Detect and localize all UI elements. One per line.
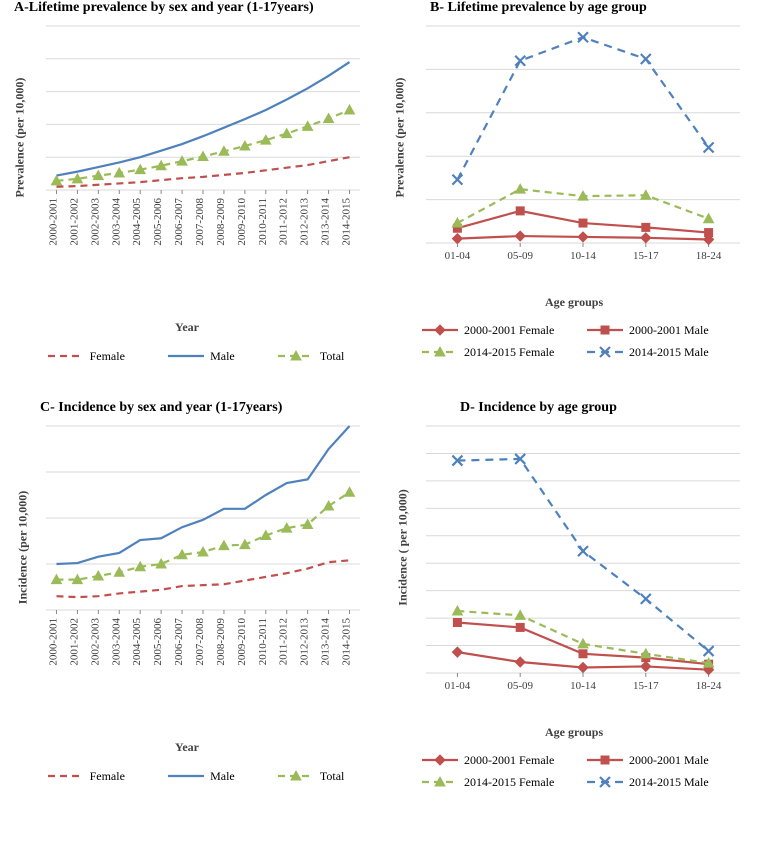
svg-text:2001-2002: 2001-2002 — [68, 618, 80, 666]
legend-item: 2000-2001 Male — [585, 322, 709, 338]
svg-text:2006-2007: 2006-2007 — [173, 198, 185, 246]
svg-text:2002-2003: 2002-2003 — [89, 198, 101, 246]
svg-text:2014-2015: 2014-2015 — [341, 198, 353, 246]
svg-text:2011-2012: 2011-2012 — [278, 198, 290, 245]
svg-text:05-09: 05-09 — [507, 250, 533, 262]
panel-a-title: A-Lifetime prevalence by sex and year (1… — [14, 0, 314, 16]
legend-item: Female — [46, 348, 125, 364]
svg-text:15-17: 15-17 — [633, 680, 659, 692]
svg-text:18-24: 18-24 — [696, 250, 722, 262]
panel-a-ylabel: Prevalence (per 10,000) — [13, 68, 28, 208]
legend-item: Male — [166, 768, 235, 784]
panel-c: C- Incidence by sex and year (1-17years)… — [0, 400, 380, 840]
svg-text:2013-2014: 2013-2014 — [320, 618, 332, 666]
panel-b-legend: 2000-2001 Female 2000-2001 Male 2014-2015 … — [420, 322, 750, 360]
legend-item: 2014-2015 Male — [585, 344, 709, 360]
panel-b: B- Lifetime prevalence by age group Prev… — [380, 0, 760, 400]
panel-c-legend: Female Male Total — [30, 768, 370, 784]
panel-c-ylabel: Incidence (per 10,000) — [16, 473, 31, 623]
legend-item: Male — [166, 348, 235, 364]
legend-item: Female — [46, 768, 125, 784]
legend-item: Total — [276, 768, 345, 784]
svg-text:2007-2008: 2007-2008 — [194, 618, 206, 666]
panel-d: D- Incidence by age group Incidence ( pe… — [380, 400, 760, 840]
svg-text:2008-2009: 2008-2009 — [215, 198, 227, 246]
panel-c-xlabel: Year — [175, 740, 199, 755]
legend-item: 2014-2015 Female — [420, 344, 554, 360]
legend-item: Total — [276, 348, 345, 364]
svg-text:2011-2012: 2011-2012 — [278, 618, 290, 665]
panel-b-ylabel: Prevalence (per 10,000) — [393, 68, 408, 208]
panel-a-legend: Female Male Total — [30, 348, 370, 364]
svg-text:18-24: 18-24 — [696, 680, 722, 692]
svg-text:2009-2010: 2009-2010 — [236, 198, 248, 246]
svg-text:2005-2006: 2005-2006 — [152, 198, 164, 246]
panel-c-title: C- Incidence by sex and year (1-17years) — [40, 400, 282, 416]
svg-text:2010-2011: 2010-2011 — [257, 618, 269, 665]
svg-text:2001-2002: 2001-2002 — [68, 198, 80, 246]
svg-text:15-17: 15-17 — [633, 250, 659, 262]
panel-d-ylabel: Incidence ( per 10,000) — [396, 473, 411, 623]
panel-d-xlabel: Age groups — [545, 725, 603, 740]
svg-text:2000-2001: 2000-2001 — [47, 618, 59, 666]
svg-text:2012-2013: 2012-2013 — [299, 198, 311, 246]
svg-text:2010-2011: 2010-2011 — [257, 198, 269, 245]
svg-text:2004-2005: 2004-2005 — [131, 198, 143, 246]
svg-text:2004-2005: 2004-2005 — [131, 618, 143, 666]
legend-item: 2000-2001 Female — [420, 752, 554, 768]
panel-a: A-Lifetime prevalence by sex and year (1… — [0, 0, 380, 400]
panel-b-title: B- Lifetime prevalence by age group — [430, 0, 647, 16]
svg-text:2007-2008: 2007-2008 — [194, 198, 206, 246]
legend-item: 2000-2001 Male — [585, 752, 709, 768]
svg-text:05-09: 05-09 — [507, 680, 533, 692]
panel-a-xlabel: Year — [175, 320, 199, 335]
panel-c-plot: 051015202000-20012001-20022002-20032003-… — [46, 422, 366, 672]
svg-text:2002-2003: 2002-2003 — [89, 618, 101, 666]
panel-d-legend: 2000-2001 Female 2000-2001 Male 2014-2015 … — [420, 752, 750, 790]
svg-text:2003-2004: 2003-2004 — [110, 618, 122, 666]
panel-b-plot: 05010015020025001-0405-0910-1415-1718-24 — [426, 22, 746, 267]
panel-d-title: D- Incidence by age group — [460, 400, 617, 416]
svg-text:2013-2014: 2013-2014 — [320, 198, 332, 246]
svg-text:10-14: 10-14 — [570, 250, 596, 262]
panel-b-xlabel: Age groups — [545, 295, 603, 310]
svg-text:2000-2001: 2000-2001 — [47, 198, 59, 246]
legend-item: 2014-2015 Male — [585, 774, 709, 790]
panel-d-plot: 05101520253035404501-0405-0910-1415-1718… — [426, 422, 746, 697]
panel-a-plot: 0501001502002502000-20012001-20022002-20… — [46, 22, 366, 252]
legend-item: 2014-2015 Female — [420, 774, 554, 790]
legend-item: 2000-2001 Female — [420, 322, 554, 338]
svg-text:2005-2006: 2005-2006 — [152, 618, 164, 666]
svg-text:01-04: 01-04 — [445, 250, 471, 262]
svg-text:2006-2007: 2006-2007 — [173, 618, 185, 666]
svg-text:2014-2015: 2014-2015 — [341, 618, 353, 666]
svg-text:01-04: 01-04 — [445, 680, 471, 692]
svg-text:10-14: 10-14 — [570, 680, 596, 692]
svg-text:2008-2009: 2008-2009 — [215, 618, 227, 666]
svg-text:2009-2010: 2009-2010 — [236, 618, 248, 666]
svg-text:2012-2013: 2012-2013 — [299, 618, 311, 666]
svg-text:2003-2004: 2003-2004 — [110, 198, 122, 246]
